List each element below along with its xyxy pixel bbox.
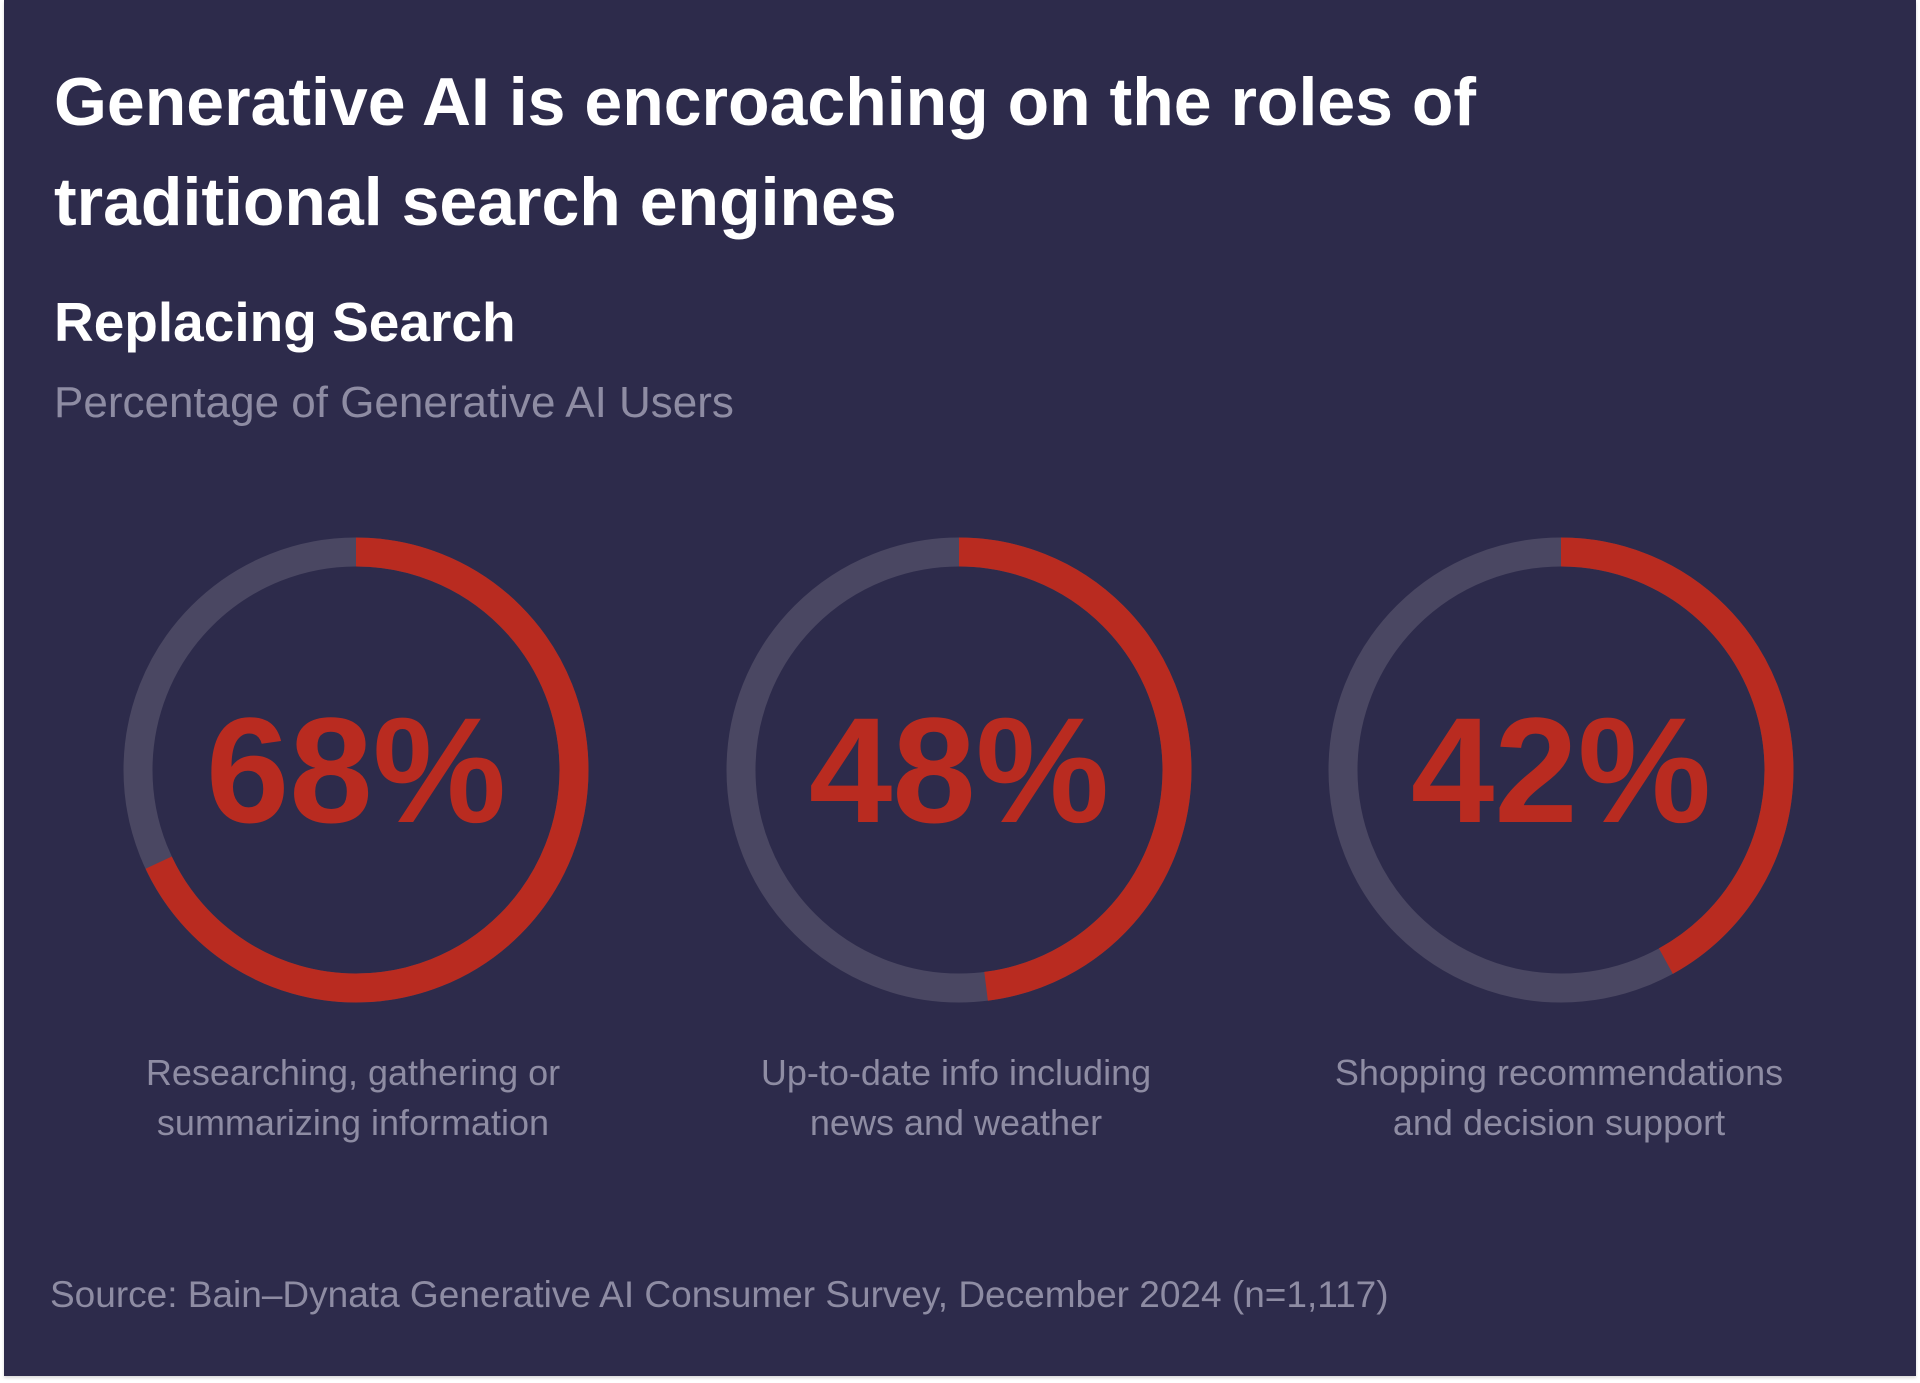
label-line: summarizing information <box>156 1102 550 1143</box>
donut-label-3: Shopping recommendations and decision sup… <box>1259 1048 1859 1148</box>
label-line: Researching, gathering or <box>145 1052 561 1093</box>
chart-card: Generative AI is encroaching on the role… <box>4 0 1916 1376</box>
label-line: Up-to-date info including <box>760 1052 1152 1093</box>
chart-title: Replacing Search <box>54 291 516 353</box>
donut-value-label: 42% <box>1411 686 1711 854</box>
label-line: Shopping recommendations <box>1334 1052 1784 1093</box>
source-note: Source: Bain–Dynata Generative AI Consum… <box>50 1274 1389 1315</box>
donut-1: 68% <box>123 537 589 1003</box>
donut-value-arc <box>726 537 1192 1003</box>
donut-label-2: Up-to-date info including news and weathe… <box>656 1048 1256 1148</box>
label-line: news and weather <box>809 1102 1103 1143</box>
donut-value-label: 68% <box>206 686 506 854</box>
donut-label-1: Researching, gathering or summarizing inf… <box>53 1048 653 1148</box>
label-line: and decision support <box>1392 1102 1726 1143</box>
donut-value-arc <box>123 537 589 1003</box>
chart-subtitle: Percentage of Generative AI Users <box>54 378 734 427</box>
page-title: Generative AI is encroaching on the role… <box>54 64 1477 240</box>
donut-3: 42% <box>1328 537 1794 1003</box>
donut-value-arc <box>1328 537 1794 1003</box>
donut-2: 48% <box>726 537 1192 1003</box>
donut-value-label: 48% <box>809 686 1109 854</box>
